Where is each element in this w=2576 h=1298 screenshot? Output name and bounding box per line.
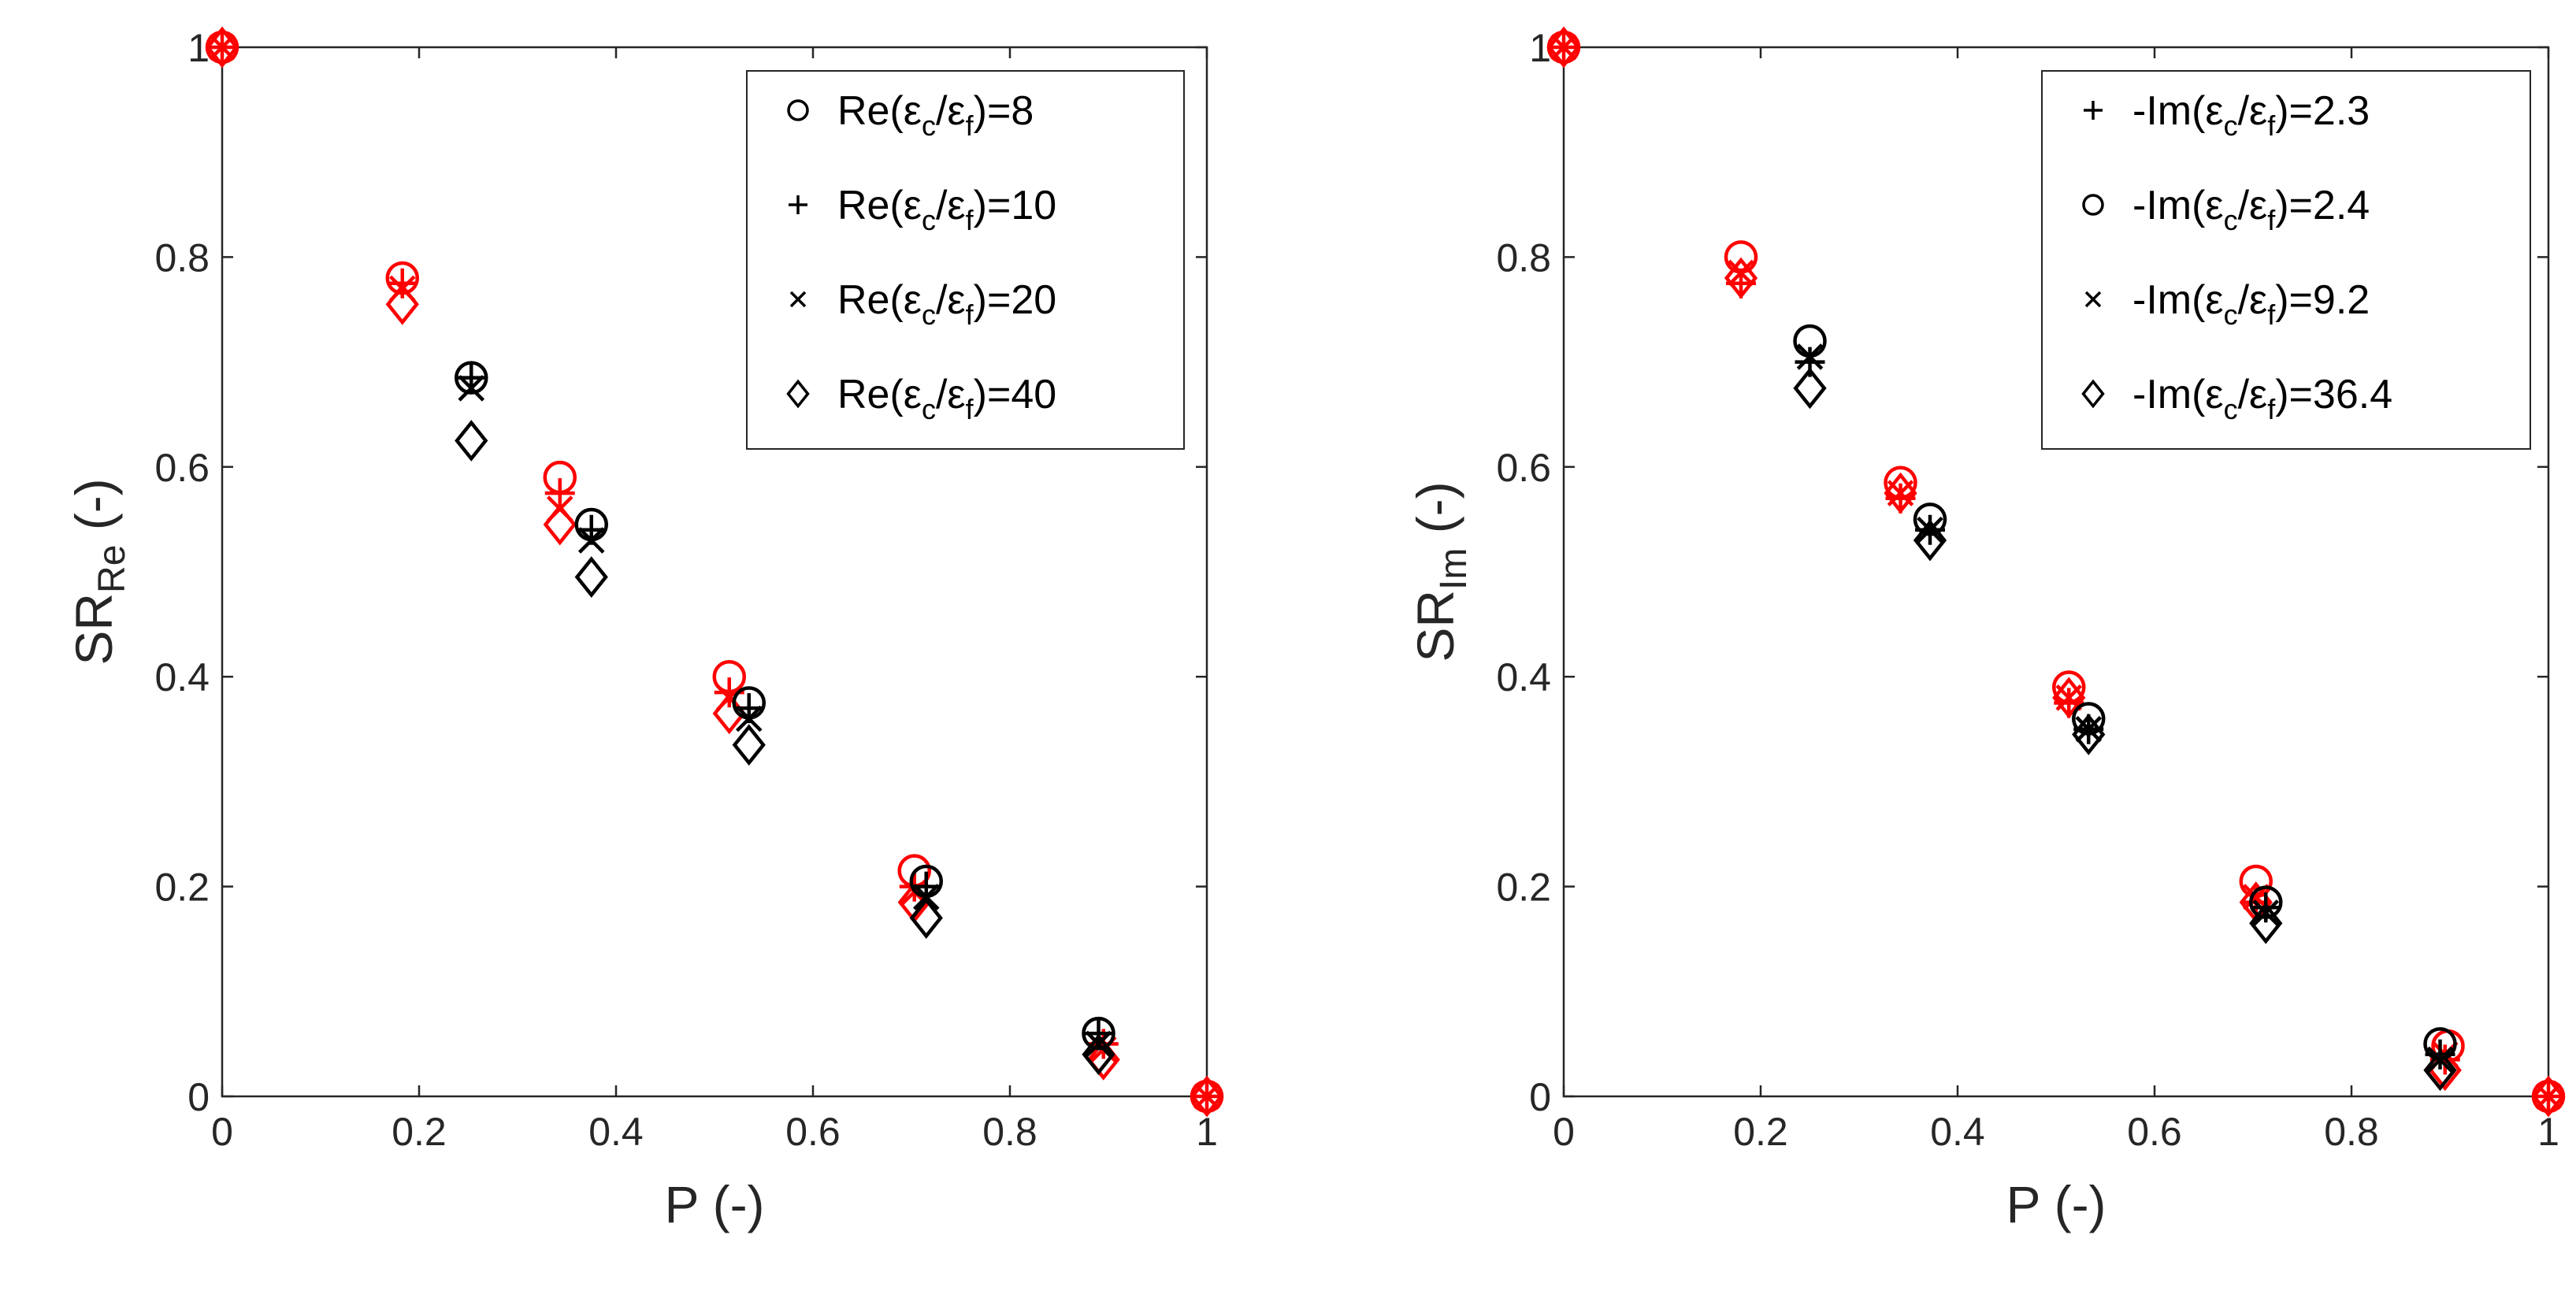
data-point-diamond (732, 724, 766, 766)
x-axis-label: P (-) (2006, 1175, 2106, 1233)
data-point-x (1728, 259, 1754, 287)
series-x-black (458, 375, 1112, 1058)
y-tick-label: 0.8 (1496, 235, 1551, 280)
series-plus-red (207, 32, 1222, 1111)
data-point-diamond (2052, 677, 2086, 719)
data-point-diamond (1082, 1033, 1115, 1076)
x-tick-label: 0 (211, 1110, 233, 1154)
legend-label: -Im(εc/εf)=2.4 (2132, 183, 2370, 236)
legend: Re(εc/εf)=8 Re(εc/εf)=10 Re(εc/εf)=20 Re(εc… (746, 70, 1185, 450)
data-point-diamond (455, 420, 488, 462)
legend-item: -Im(εc/εf)=36.4 (2081, 372, 2392, 425)
x-axis-label: P (-) (664, 1175, 764, 1233)
y-tick-label: 0.6 (1496, 446, 1551, 490)
y-tick-label: 0 (187, 1075, 210, 1119)
y-tick-label: 0 (1529, 1075, 1551, 1119)
legend-marker-diamond (786, 379, 810, 409)
y-axis-label: SRIm (-) (1406, 481, 1475, 662)
legend-label: -Im(εc/εf)=2.3 (2132, 88, 2370, 142)
data-point-x (1085, 1030, 1112, 1058)
data-point-diamond (1793, 367, 1827, 410)
legend-marker-diamond (2081, 379, 2105, 409)
data-point-circle (2052, 670, 2086, 704)
legend-box (2041, 70, 2531, 450)
x-tick-label: 0.6 (785, 1110, 841, 1154)
legend-label: Re(εc/εf)=40 (837, 372, 1056, 425)
data-point-x (912, 884, 940, 910)
legend-item: -Im(εc/εf)=2.4 (2082, 183, 2370, 236)
legend-label: Re(εc/εf)=10 (837, 183, 1056, 236)
data-point-plus (544, 478, 575, 509)
y-tick-label: 0.8 (154, 235, 210, 280)
data-point-circle (2072, 702, 2106, 736)
legend-marker-x (2084, 291, 2102, 308)
y-tick-label: 0.2 (1496, 866, 1551, 910)
legend-item: Re(εc/εf)=20 (789, 277, 1056, 331)
data-point-diamond (1913, 519, 1947, 562)
x-tick-label: 0.4 (588, 1110, 644, 1154)
data-point-diamond (1190, 1075, 1224, 1118)
y-tick-label: 0.6 (154, 446, 210, 490)
data-point-diamond (205, 26, 239, 69)
legend-label: -Im(εc/εf)=36.4 (2132, 372, 2392, 425)
legend-box (746, 70, 1185, 450)
series-diamond-black (455, 420, 1115, 1076)
data-point-x (1796, 343, 1824, 370)
legend-label: Re(εc/εf)=20 (837, 277, 1056, 331)
data-point-x (2426, 1046, 2454, 1074)
legend-label: Re(εc/εf)=8 (837, 88, 1034, 142)
data-point-diamond (385, 283, 419, 325)
legend-item: -Im(εc/εf)=9.2 (2084, 277, 2370, 331)
legend-item: Re(εc/εf)=40 (786, 372, 1056, 425)
series-x-black (1796, 343, 2454, 1074)
legend: -Im(εc/εf)=2.3 -Im(εc/εf)=2.4 -Im(εc/εf)=9… (2041, 70, 2531, 450)
data-point-diamond (1546, 26, 1581, 69)
y-tick-label: 0.4 (154, 655, 210, 699)
data-point-diamond (2249, 902, 2283, 944)
data-point-circle (1884, 465, 1917, 500)
data-point-diamond (1884, 472, 1917, 514)
y-tick-label: 0.2 (154, 866, 210, 910)
chart-panel-1: 0 0.2 0.4 0.6 0.8 100.20.40.60.81P (-)SRRe (-… (65, 26, 1224, 1233)
series-diamond-black (1793, 367, 2457, 1092)
data-point-circle (1913, 503, 1947, 536)
data-point-diamond (2531, 1075, 2566, 1118)
legend-label: -Im(εc/εf)=9.2 (2132, 277, 2370, 331)
x-tick-label: 0.4 (1930, 1110, 1985, 1154)
y-tick-label: 0.4 (1496, 655, 1551, 699)
data-point-x (1917, 516, 1943, 543)
legend-item: -Im(εc/εf)=2.3 (2084, 88, 2370, 142)
data-point-diamond (2072, 714, 2106, 755)
data-point-x (735, 705, 763, 732)
x-tick-label: 0 (1553, 1110, 1575, 1154)
x-tick-label: 0.2 (392, 1110, 447, 1154)
chart-panel-2: 0 0.2 0.4 0.6 0.8 100.20.40.60.81P (-)SRIm (-… (1406, 26, 2566, 1233)
x-tick-label: 0.8 (2324, 1110, 2379, 1154)
data-point-diamond (1724, 257, 1758, 299)
legend-marker-plus (789, 195, 807, 214)
data-point-plus (387, 268, 418, 299)
data-point-diamond (574, 556, 608, 599)
data-point-x (2252, 899, 2280, 926)
x-tick-label: 0.2 (1733, 1110, 1788, 1154)
legend-marker-x (789, 291, 807, 308)
legend-marker-circle (2082, 194, 2104, 216)
series-diamond-red (1546, 26, 2566, 1118)
data-point-x (2075, 716, 2103, 743)
legend-marker-circle (787, 99, 809, 121)
data-point-x (577, 527, 605, 554)
x-tick-label: 0.6 (2127, 1110, 2182, 1154)
data-point-diamond (2423, 1049, 2457, 1092)
legend-item: Re(εc/εf)=8 (787, 88, 1034, 142)
data-point-x (458, 375, 485, 402)
data-point-circle (2249, 885, 2283, 919)
legend-marker-plus (2084, 101, 2103, 120)
data-point-diamond (909, 897, 943, 939)
x-tick-label: 0.8 (982, 1110, 1037, 1154)
legend-item: Re(εc/εf)=10 (789, 183, 1056, 236)
y-axis-label: SRRe (-) (65, 478, 133, 665)
data-point-diamond (543, 503, 577, 546)
